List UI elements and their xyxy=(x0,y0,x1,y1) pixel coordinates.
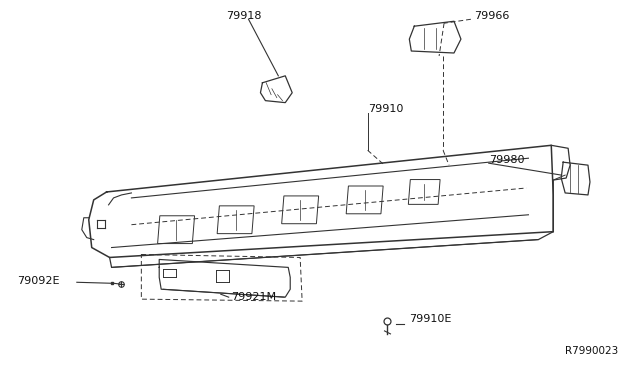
Text: 79921M: 79921M xyxy=(230,292,276,302)
Text: 79918: 79918 xyxy=(226,11,261,21)
Text: 79910: 79910 xyxy=(367,103,403,113)
Text: 79092E: 79092E xyxy=(17,276,60,286)
Text: 79980: 79980 xyxy=(489,155,524,165)
Text: R7990023: R7990023 xyxy=(564,346,618,356)
Text: 79966: 79966 xyxy=(474,11,509,21)
Text: 79910E: 79910E xyxy=(410,314,452,324)
